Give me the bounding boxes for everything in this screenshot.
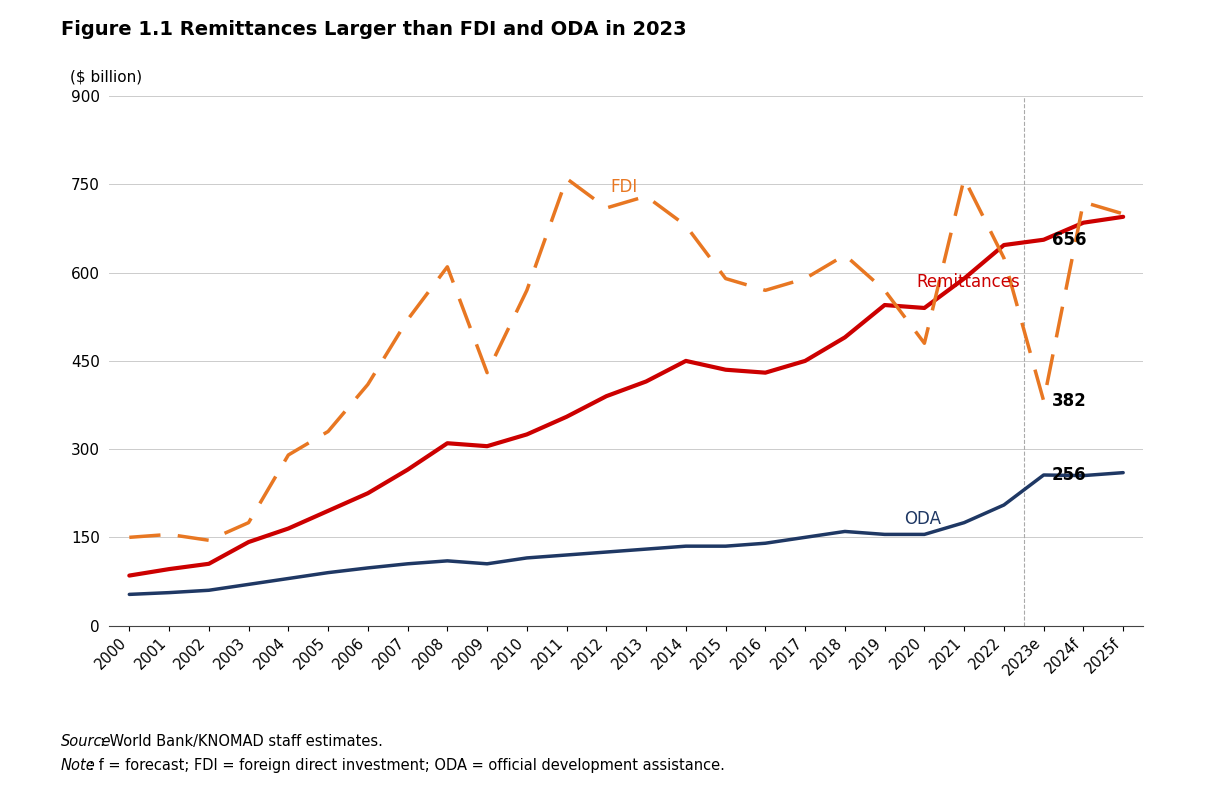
Text: Source: Source — [61, 734, 112, 749]
Text: Note: Note — [61, 758, 96, 773]
Text: FDI: FDI — [610, 177, 637, 196]
Text: 382: 382 — [1052, 392, 1086, 410]
Text: Remittances: Remittances — [917, 273, 1020, 291]
Text: : f = forecast; FDI = foreign direct investment; ODA = official development assi: : f = forecast; FDI = foreign direct inv… — [89, 758, 725, 773]
Text: ODA: ODA — [905, 510, 941, 528]
Text: : World Bank/KNOMAD staff estimates.: : World Bank/KNOMAD staff estimates. — [100, 734, 383, 749]
Text: 256: 256 — [1052, 466, 1086, 484]
Text: ($ billion): ($ billion) — [69, 70, 142, 84]
Text: 656: 656 — [1052, 231, 1086, 249]
Text: Figure 1.1 Remittances Larger than FDI and ODA in 2023: Figure 1.1 Remittances Larger than FDI a… — [61, 20, 686, 39]
